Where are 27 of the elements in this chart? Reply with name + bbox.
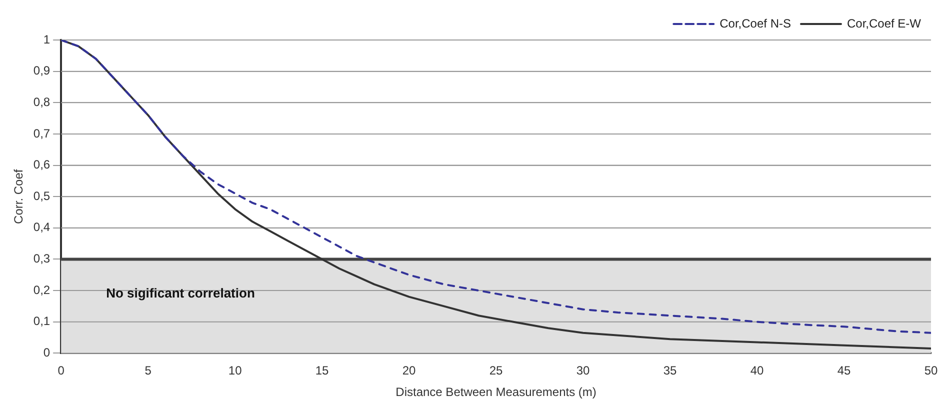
x-tick-label: 10 — [228, 364, 242, 378]
legend-label: Cor,Coef N-S — [720, 16, 791, 30]
x-tick-label: 20 — [402, 364, 416, 378]
y-tick-label: 0,7 — [33, 126, 50, 140]
y-tick-label: 0,1 — [33, 314, 50, 328]
y-tick-label: 0,9 — [33, 64, 50, 78]
legend-label: Cor,Coef E-W — [846, 16, 922, 30]
x-tick-label: 40 — [750, 364, 764, 378]
y-tick-label: 0 — [43, 346, 50, 360]
y-tick-label: 0,8 — [33, 94, 50, 109]
y-tick-label: 0,6 — [33, 158, 50, 172]
x-tick-label: 5 — [144, 364, 152, 378]
y-tick-label: 0,4 — [33, 220, 50, 234]
x-tick-label: 50 — [924, 364, 938, 378]
x-tick-label: 0 — [58, 364, 65, 378]
x-tick-label: 15 — [315, 364, 330, 378]
band-label: No sigificant correlation — [106, 286, 255, 301]
x-tick-label: 35 — [663, 364, 678, 378]
x-tick-label: 45 — [837, 364, 851, 378]
y-tick-label: 0,2 — [33, 282, 50, 297]
x-tick-label: 25 — [489, 364, 504, 378]
y-tick-label: 1 — [43, 32, 50, 46]
y-axis-title: Corr. Coef — [12, 168, 26, 224]
y-tick-label: 0,3 — [33, 252, 50, 266]
y-tick-label: 0,5 — [33, 188, 50, 203]
x-tick-label: 30 — [576, 364, 590, 378]
x-axis-title: Distance Between Measurements (m) — [396, 385, 596, 400]
